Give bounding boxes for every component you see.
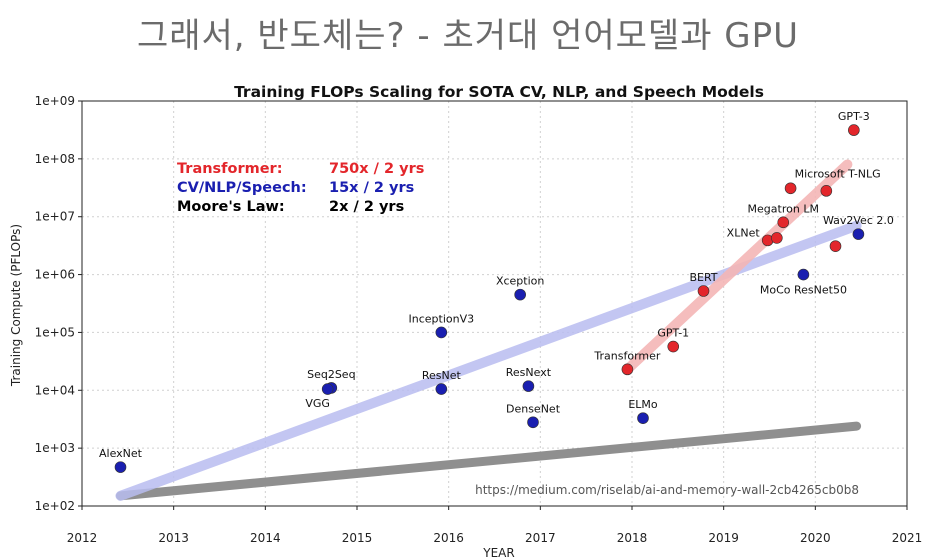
y-tick-label: 1e+08 [35, 152, 75, 166]
x-tick-label: 2012 [67, 531, 98, 545]
legend-label-moore: Moore's Law: [177, 199, 285, 215]
point-label: DenseNet [506, 402, 561, 415]
y-axis-label: Training Compute (PFLOPs) [9, 224, 23, 387]
transformer-trend-line [622, 159, 853, 375]
cv-trend-line [115, 220, 862, 501]
legend-label-cv: CV/NLP/Speech: [177, 180, 307, 196]
y-tick-label: 1e+07 [35, 210, 75, 224]
point-label: Megatron LM [748, 202, 819, 215]
point-label: Seq2Seq [307, 368, 355, 381]
data-point-unlabeled [771, 232, 783, 244]
data-point-resnext [522, 380, 535, 392]
point-label: ResNext [506, 366, 552, 379]
source-url: https://medium.com/riselab/ai-and-memory… [475, 483, 859, 497]
point-label: Wav2Vec 2.0 [823, 214, 894, 227]
axis-ticks: 2012 2013 2014 2015 2016 2017 2018 2019 2020 2021… [35, 94, 923, 545]
y-tick-label: 1e+04 [35, 383, 75, 397]
x-tick-label: 2014 [250, 531, 281, 545]
data-points [114, 124, 865, 473]
legend: Transformer: 750x / 2 yrs CV/NLP/Speech: 15… [177, 161, 424, 215]
x-tick-label: 2015 [342, 531, 373, 545]
legend-rate-transformer: 750x / 2 yrs [329, 161, 424, 177]
x-tick-label: 2020 [800, 531, 831, 545]
legend-rate-moore: 2x / 2 yrs [329, 199, 404, 215]
trend-lines [115, 159, 862, 501]
point-labels: AlexNet Seq2Seq VGG InceptionV3 ResNet Xcepti… [99, 110, 894, 460]
point-label: Microsoft T-NLG [795, 167, 881, 180]
x-tick-label: 2021 [892, 531, 923, 545]
data-point-bert [697, 285, 710, 297]
point-label: GPT-3 [838, 110, 870, 123]
point-label: XLNet [727, 226, 761, 239]
data-point-alexnet [114, 461, 127, 473]
data-point-unlabeled [820, 185, 833, 197]
data-point-xception [514, 288, 526, 301]
y-tick-label: 1e+02 [35, 499, 75, 513]
chart-title: Training FLOPs Scaling for SOTA CV, NLP,… [234, 83, 764, 101]
x-axis-label: YEAR [482, 546, 514, 558]
slide-title: 그래서, 반도체는? - 초거대 언어모델과 GPU [136, 16, 800, 56]
data-point-moco-resnet50 [797, 268, 810, 281]
data-point-resnet [435, 383, 448, 395]
x-tick-label: 2017 [525, 531, 556, 545]
data-point-densenet [527, 416, 539, 429]
data-point-wav2vec-2-0 [852, 228, 865, 240]
point-label: ResNet [422, 369, 462, 382]
point-label: VGG [305, 397, 330, 410]
data-point-microsoft-t-nlg [784, 182, 797, 195]
y-tick-label: 1e+03 [35, 441, 75, 455]
data-point-unlabeled [829, 240, 842, 252]
x-tick-label: 2016 [433, 531, 464, 545]
data-point-vgg [321, 383, 334, 395]
y-tick-label: 1e+09 [35, 94, 75, 108]
data-point-transformer [621, 363, 634, 376]
point-label: MoCo ResNet50 [760, 284, 847, 297]
point-label: InceptionV3 [409, 312, 475, 325]
data-point-gpt-1 [667, 340, 680, 353]
data-point-inceptionv3 [435, 326, 448, 339]
legend-rate-cv: 15x / 2 yrs [329, 180, 414, 196]
legend-label-transformer: Transformer: [177, 161, 283, 177]
point-label: AlexNet [99, 447, 143, 460]
moore-trend-line [116, 421, 862, 501]
data-point-megatron-lm [777, 216, 790, 229]
point-label: BERT [689, 271, 717, 284]
plot-frame [81, 100, 908, 507]
y-tick-label: 1e+06 [35, 268, 75, 282]
point-label: GPT-1 [657, 327, 689, 340]
data-point-elmo [637, 412, 649, 424]
data-point-gpt-3 [848, 124, 860, 136]
x-tick-label: 2013 [158, 531, 189, 545]
point-label: Xception [496, 275, 544, 288]
y-tick-label: 1e+05 [35, 325, 75, 339]
x-tick-label: 2018 [617, 531, 648, 545]
point-label: ELMo [628, 398, 658, 411]
point-label: Transformer [593, 349, 660, 362]
x-tick-label: 2019 [708, 531, 739, 545]
